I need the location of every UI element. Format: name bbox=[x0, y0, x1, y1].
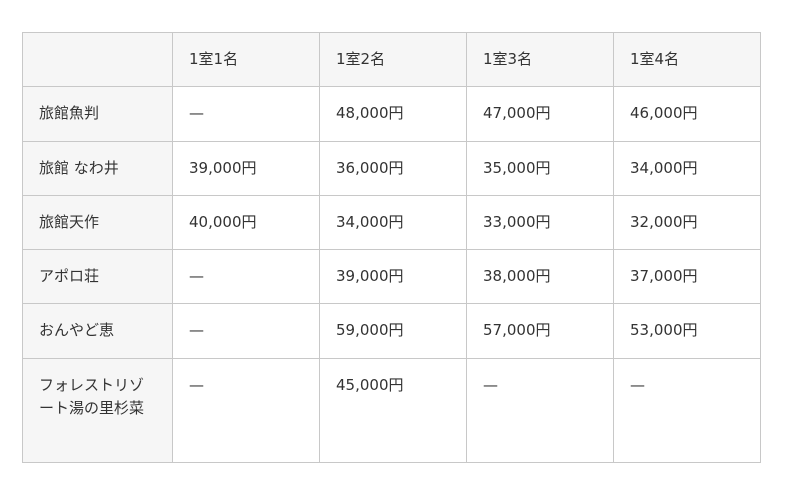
column-header: 1室1名 bbox=[172, 31, 320, 88]
price-cell: — bbox=[172, 86, 320, 142]
price-cell: 36,000円 bbox=[319, 140, 467, 196]
row-header-inn-name: おんやど恵 bbox=[22, 303, 173, 359]
price-cell: 46,000円 bbox=[613, 86, 761, 142]
price-cell: 34,000円 bbox=[319, 194, 467, 251]
price-cell: — bbox=[172, 357, 320, 463]
price-cell: — bbox=[466, 357, 614, 463]
row-header-inn-name: フォレストリゾート湯の里杉菜 bbox=[22, 357, 173, 463]
column-header: 1室3名 bbox=[466, 31, 614, 88]
column-header: 1室2名 bbox=[319, 31, 467, 88]
price-cell: 34,000円 bbox=[613, 140, 761, 196]
table-row: 旅館天作 40,000円 34,000円 33,000円 32,000円 bbox=[22, 194, 761, 251]
price-cell: 37,000円 bbox=[613, 248, 761, 305]
price-cell: — bbox=[172, 303, 320, 359]
row-header-inn-name: 旅館魚判 bbox=[22, 86, 173, 142]
price-cell: 40,000円 bbox=[172, 194, 320, 251]
row-header-inn-name: 旅館天作 bbox=[22, 194, 173, 251]
price-cell: 33,000円 bbox=[466, 194, 614, 251]
table-row: フォレストリゾート湯の里杉菜 —45,000円 — — bbox=[22, 357, 761, 463]
column-header: 1室4名 bbox=[613, 31, 761, 88]
table-row: おんやど恵 —59,000円 57,000円 53,000円 bbox=[22, 303, 761, 359]
price-cell: 39,000円 bbox=[319, 248, 467, 305]
table-row: 旅館 なわ井 39,000円 36,000円 35,000円 34,000円 bbox=[22, 140, 761, 196]
corner-cell bbox=[22, 31, 173, 88]
row-header-inn-name: 旅館 なわ井 bbox=[22, 140, 173, 196]
price-cell: 47,000円 bbox=[466, 86, 614, 142]
price-cell: — bbox=[172, 248, 320, 305]
table-row: アポロ荘 —39,000円 38,000円 37,000円 bbox=[22, 248, 761, 305]
price-cell: 57,000円 bbox=[466, 303, 614, 359]
price-cell: 45,000円 bbox=[319, 357, 467, 463]
header-row: 1室1名 1室2名 1室3名 1室4名 bbox=[22, 31, 761, 88]
price-cell: 48,000円 bbox=[319, 86, 467, 142]
price-cell: 38,000円 bbox=[466, 248, 614, 305]
table-header: 1室1名 1室2名 1室3名 1室4名 bbox=[22, 31, 761, 88]
price-cell: — bbox=[613, 357, 761, 463]
price-cell: 53,000円 bbox=[613, 303, 761, 359]
room-price-comparison-table: 1室1名 1室2名 1室3名 1室4名 旅館魚判 —48,000円 47,000円 46,0… bbox=[22, 31, 761, 463]
price-cell: 32,000円 bbox=[613, 194, 761, 251]
page: 1室1名 1室2名 1室3名 1室4名 旅館魚判 —48,000円 47,000円 46,0… bbox=[0, 31, 800, 489]
row-header-inn-name: アポロ荘 bbox=[22, 248, 173, 305]
price-cell: 39,000円 bbox=[172, 140, 320, 196]
price-cell: 59,000円 bbox=[319, 303, 467, 359]
table-row: 旅館魚判 —48,000円 47,000円 46,000円 bbox=[22, 86, 761, 142]
price-cell: 35,000円 bbox=[466, 140, 614, 196]
table-body: 旅館魚判 —48,000円 47,000円 46,000円 旅館 なわ井 39,000円 3… bbox=[22, 86, 761, 463]
